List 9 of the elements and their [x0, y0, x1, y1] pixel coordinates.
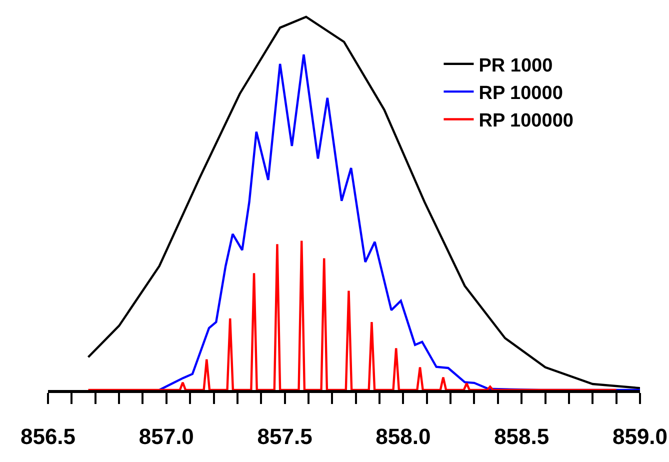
x-tick-label: 857.0	[138, 424, 194, 450]
x-tick-label: 859.0	[612, 424, 668, 450]
legend-label: PR 1000	[478, 55, 553, 76]
x-tick-label: 858.0	[376, 424, 431, 450]
x-tick-label: 858.5	[494, 424, 550, 450]
legend-label: RP 100000	[478, 110, 574, 132]
x-tick-label: 857.5	[257, 424, 312, 450]
x-tick-label: 856.5	[20, 424, 76, 450]
legend-label: RP 10000	[478, 82, 563, 104]
